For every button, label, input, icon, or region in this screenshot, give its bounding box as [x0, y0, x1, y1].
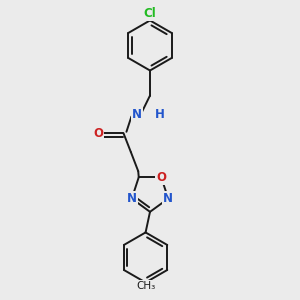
Text: CH₃: CH₃ [136, 281, 155, 291]
Text: O: O [94, 127, 103, 140]
Text: N: N [127, 192, 137, 205]
Text: H: H [155, 108, 165, 121]
Text: Cl: Cl [144, 7, 156, 20]
Text: N: N [132, 108, 142, 121]
Text: N: N [163, 192, 173, 205]
Text: O: O [156, 171, 166, 184]
